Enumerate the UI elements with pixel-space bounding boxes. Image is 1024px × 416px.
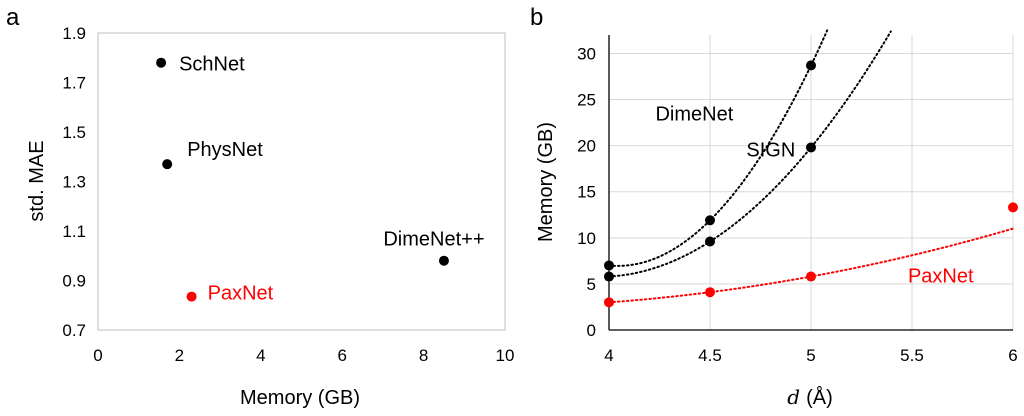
panel-a-x-tick-label: 6 [337, 346, 346, 365]
panel-b-y-tick-label: 5 [587, 275, 596, 294]
panel-a-x-axis-title: Memory (GB) [240, 387, 360, 409]
panel-a-points [156, 57, 449, 302]
panel-b-x-axis-variable: d [787, 385, 800, 409]
trendline-sign [608, 30, 892, 278]
panel-b-y-tick-label: 15 [577, 183, 596, 202]
point-label-dimenet: DimeNet++ [383, 229, 484, 251]
trendline-dimenet [608, 29, 829, 267]
panel-b-x-tick-label: 5 [806, 346, 815, 365]
point-label-paxnet: PaxNet [208, 283, 274, 305]
panel-a-x-tick-label: 10 [496, 346, 515, 365]
point-sign [604, 271, 614, 282]
panel-b-y-tick-label: 30 [577, 44, 596, 63]
panel-b-x-tick-label: 5.5 [900, 346, 924, 365]
panel-a-y-tick-label: 0.9 [62, 272, 86, 291]
point-dimenet [604, 260, 614, 271]
point-paxnet [1008, 202, 1018, 213]
panel-b-x-axis-title: d (Å) [787, 385, 832, 409]
panel-b-x-tick-label: 4 [604, 346, 613, 365]
panel-b-gridlines [609, 35, 1014, 330]
series-label-sign: SIGN [746, 139, 795, 161]
panel-a-x-tick-label: 8 [419, 346, 428, 365]
point-dimenet [438, 255, 449, 266]
point-paxnet [806, 271, 816, 282]
point-dimenet [806, 60, 816, 71]
point-sign [806, 142, 816, 153]
panel-b-x-tick-label: 6 [1008, 346, 1017, 365]
panel-a-y-tick-label: 1.3 [62, 173, 86, 192]
point-paxnet [705, 287, 715, 298]
panel-a-point-labels: SchNet PhysNet DimeNet++ PaxNet [179, 54, 484, 305]
panel-a-y-axis-title: std. MAE [26, 140, 48, 221]
panel-a-y-tick-label: 1.7 [62, 74, 86, 93]
panel-b-y-axis-title: Memory (GB) [535, 122, 557, 242]
panel-a-y-tick-label: 1.5 [62, 123, 86, 142]
panel-b-x-tick-label: 4.5 [698, 346, 722, 365]
panel-a-x-ticks: 0 2 4 6 8 10 [93, 346, 514, 365]
panel-a-x-tick-label: 2 [175, 346, 184, 365]
panel-b-letter: b [530, 4, 543, 31]
panel-a-letter: a [6, 4, 20, 31]
panel-b-y-tick-label: 20 [577, 137, 596, 156]
series-label-paxnet: PaxNet [908, 266, 974, 288]
point-label-physnet: PhysNet [187, 139, 263, 161]
panel-a-x-tick-label: 0 [93, 346, 102, 365]
panel-b-points [604, 60, 1018, 308]
panel-a-y-tick-label: 0.7 [62, 321, 86, 340]
panel-b-y-tick-label: 25 [577, 91, 596, 110]
point-schnet [156, 57, 167, 68]
series-label-dimenet: DimeNet [655, 103, 733, 125]
panel-a-scatter-chart: a 0.7 0.9 1.1 1.3 1.5 1.7 1.9 0 2 4 6 8 10 SchNet Ph… [6, 4, 514, 409]
point-dimenet [705, 215, 715, 226]
point-label-schnet: SchNet [179, 54, 245, 76]
panel-b-y-tick-label: 0 [587, 321, 596, 340]
panel-a-x-tick-label: 4 [256, 346, 265, 365]
panel-b-series-labels: DimeNet SIGN PaxNet [655, 103, 974, 287]
point-sign [705, 236, 715, 247]
point-physnet [162, 159, 173, 170]
panel-b-y-ticks: 0 5 10 15 20 25 30 [577, 44, 596, 340]
panel-a-y-tick-label: 1.9 [62, 24, 86, 43]
panel-b-x-ticks: 4 4.5 5 5.5 6 [604, 346, 1017, 365]
panel-a-y-tick-label: 1.1 [62, 222, 86, 241]
point-paxnet [186, 291, 197, 302]
panel-a-plot-frame [97, 32, 506, 331]
panel-a-y-ticks: 0.7 0.9 1.1 1.3 1.5 1.7 1.9 [62, 24, 86, 340]
panel-b-y-tick-label: 10 [577, 229, 596, 248]
panel-b-scatter-chart: b 0 5 10 15 20 25 30 4 4.5 5 5.5 6 DimeNet SIGN PaxN… [530, 4, 1018, 409]
point-paxnet [604, 297, 614, 308]
panel-b-x-axis-unit: (Å) [806, 386, 833, 409]
